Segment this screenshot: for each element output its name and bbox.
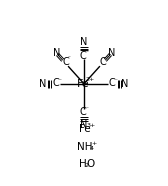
Text: ⁻: ⁻ (86, 51, 89, 56)
Text: ⁻: ⁻ (68, 57, 71, 62)
Text: 2: 2 (85, 163, 89, 168)
Text: N: N (39, 79, 47, 89)
Text: O: O (87, 159, 95, 169)
Text: Fe: Fe (77, 79, 90, 89)
Text: NH: NH (77, 142, 92, 152)
Text: C: C (80, 51, 86, 60)
Text: +: + (91, 141, 96, 146)
Text: 3+: 3+ (86, 123, 96, 128)
Text: ⁻: ⁻ (106, 56, 108, 61)
Text: ⁻: ⁻ (115, 79, 117, 84)
Text: N: N (80, 120, 88, 130)
Text: 4: 4 (90, 146, 94, 151)
Text: N: N (53, 48, 60, 58)
Text: ⁻: ⁻ (58, 79, 61, 84)
Text: H: H (79, 159, 87, 169)
Text: Fe: Fe (79, 124, 91, 134)
Text: C: C (62, 57, 69, 67)
Text: N: N (80, 37, 88, 47)
Text: N: N (121, 79, 129, 89)
Text: C: C (53, 78, 59, 88)
Text: ⁻: ⁻ (86, 108, 89, 113)
Text: N: N (108, 48, 115, 58)
Text: C: C (109, 78, 116, 88)
Text: C: C (80, 107, 86, 117)
Text: 2+: 2+ (85, 77, 94, 82)
Text: C: C (99, 57, 106, 67)
